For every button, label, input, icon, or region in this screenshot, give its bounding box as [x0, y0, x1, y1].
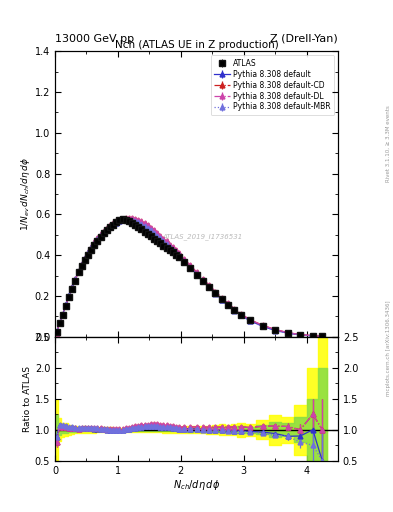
Title: Nch (ATLAS UE in Z production): Nch (ATLAS UE in Z production) [115, 40, 278, 50]
Text: 13000 GeV pp: 13000 GeV pp [55, 33, 134, 44]
Legend: ATLAS, Pythia 8.308 default, Pythia 8.308 default-CD, Pythia 8.308 default-DL, P: ATLAS, Pythia 8.308 default, Pythia 8.30… [211, 55, 334, 115]
Y-axis label: $1/N_{ev}\,dN_{ch}/d\eta\,d\phi$: $1/N_{ev}\,dN_{ch}/d\eta\,d\phi$ [19, 157, 32, 231]
Text: Z (Drell-Yan): Z (Drell-Yan) [270, 33, 338, 44]
Text: ATLAS_2019_I1736531: ATLAS_2019_I1736531 [162, 233, 242, 240]
X-axis label: $N_{ch}/d\eta\,d\phi$: $N_{ch}/d\eta\,d\phi$ [173, 478, 220, 493]
Y-axis label: Ratio to ATLAS: Ratio to ATLAS [23, 366, 32, 432]
Text: mcplots.cern.ch [arXiv:1306.3436]: mcplots.cern.ch [arXiv:1306.3436] [386, 301, 391, 396]
Text: Rivet 3.1.10, ≥ 3.3M events: Rivet 3.1.10, ≥ 3.3M events [386, 105, 391, 182]
